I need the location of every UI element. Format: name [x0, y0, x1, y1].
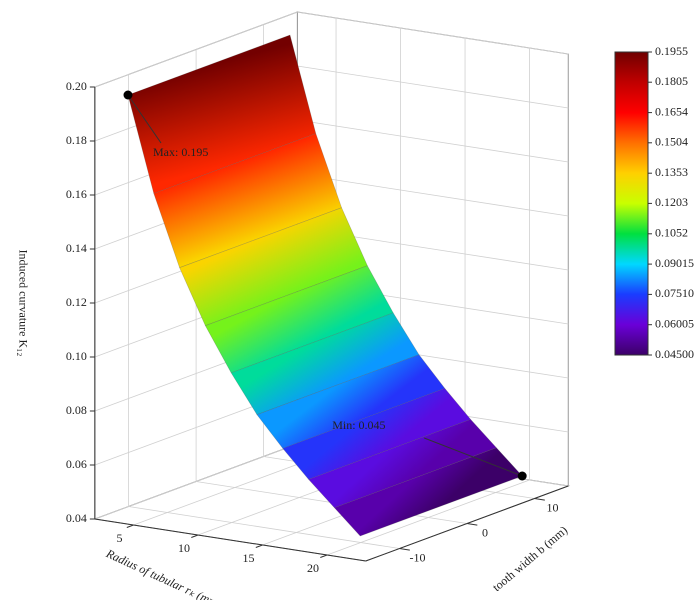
tick-mark: [320, 554, 328, 558]
colorbar-tick-label: 0.07510: [655, 286, 694, 300]
z-tick-label: 0.04: [66, 511, 87, 525]
tick-mark: [255, 544, 263, 548]
grid-line: [297, 65, 569, 109]
min-label: Min: 0.045: [332, 418, 385, 432]
z-tick-label: 0.20: [66, 79, 87, 93]
colorbar-tick-label: 0.1504: [655, 135, 688, 149]
colorbar-tick-label: 0.1654: [655, 104, 688, 118]
z-tick-label: 0.10: [66, 349, 87, 363]
colorbar-tick-label: 0.1203: [655, 195, 688, 209]
x-tick-label: 5: [117, 531, 123, 545]
annotation-line: [127, 94, 162, 144]
max-label: Max: 0.195: [153, 145, 208, 159]
colorbar-tick-label: 0.1052: [655, 226, 688, 240]
tick-mark: [466, 523, 478, 526]
y-tick-label: 10: [547, 500, 559, 514]
x-tick-label: 15: [243, 551, 255, 565]
colorbar: [614, 51, 649, 356]
grid-line: [297, 173, 569, 217]
colorbar-tick-label: 0.04500: [655, 347, 694, 361]
z-tick-label: 0.06: [66, 457, 87, 471]
z-tick-label: 0.08: [66, 403, 87, 417]
tick-mark: [399, 548, 410, 551]
min-marker: [517, 471, 527, 481]
max-marker: [123, 90, 133, 100]
grid-line: [128, 506, 400, 549]
x-tick-label: 20: [307, 561, 319, 575]
x-axis: [94, 518, 366, 562]
colorbar-tick-label: 0.1955: [655, 44, 688, 58]
tick-mark: [534, 498, 545, 501]
y-tick-label: 0: [482, 525, 488, 539]
grid-line: [297, 11, 569, 55]
z-tick-label: 0.16: [66, 187, 87, 201]
x-tick-label: 10: [178, 541, 190, 555]
colorbar-tick-label: 0.1353: [655, 165, 688, 179]
colorbar-tick-label: 0.06005: [655, 316, 694, 330]
z-tick-label: 0.14: [66, 241, 87, 255]
z-axis-title: Induced curvature K₁₂: [16, 250, 30, 357]
colorbar-tick-label: 0.09015: [655, 256, 694, 270]
z-tick-label: 0.18: [66, 133, 87, 147]
tick-mark: [126, 524, 134, 528]
y-tick-label: -10: [410, 550, 426, 564]
y-axis-title: tooth width b (mm): [490, 523, 570, 594]
tick-mark: [191, 534, 199, 538]
annotation-line: [424, 437, 523, 477]
z-tick-label: 0.12: [66, 295, 87, 309]
x-axis-title: Radius of tubular rₖ (mm): [103, 546, 223, 600]
colorbar-tick-label: 0.1805: [655, 74, 688, 88]
grid-line: [297, 119, 569, 163]
